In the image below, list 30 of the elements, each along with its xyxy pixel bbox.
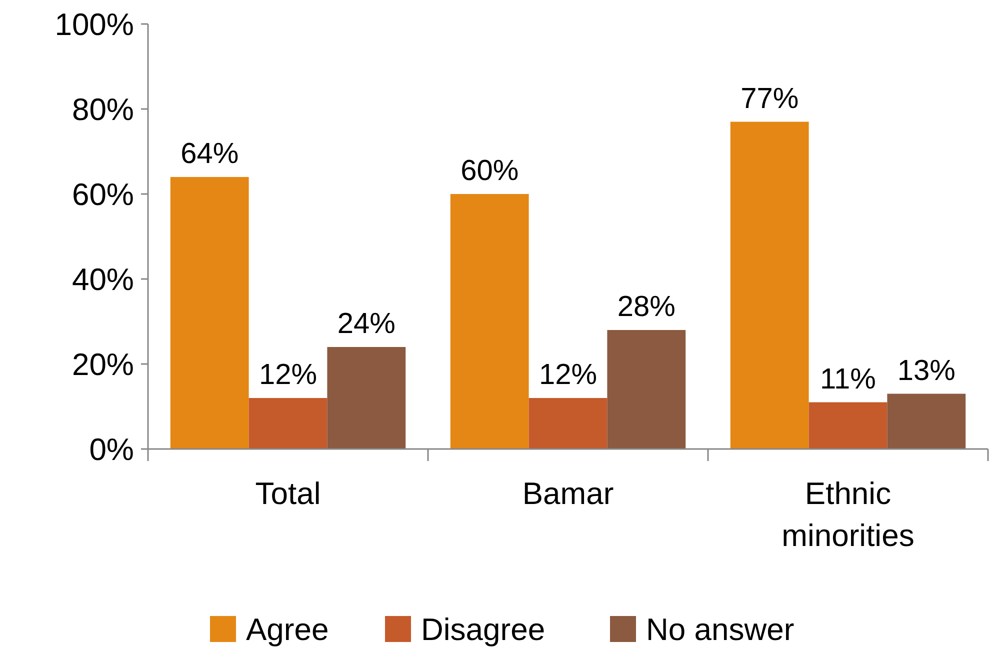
- bar: [887, 394, 966, 449]
- y-tick-label: 60%: [72, 176, 134, 212]
- y-tick-label: 80%: [72, 92, 134, 127]
- bar: [808, 402, 888, 449]
- text: 28%: [617, 291, 676, 323]
- legend-label: No answer: [646, 612, 794, 647]
- legend-label: Disagree: [421, 612, 546, 647]
- y-tick-label: 100%: [54, 6, 134, 42]
- text: 11%: [820, 363, 876, 396]
- bar: [170, 177, 249, 449]
- bar: [450, 194, 529, 449]
- text: 64%: [180, 138, 239, 170]
- text: 12%: [538, 359, 598, 391]
- x-tick-label: Ethnic minorities: [782, 476, 914, 553]
- x-tick-label: Total: [255, 476, 321, 511]
- y-tick-label: 20%: [72, 346, 134, 382]
- bar: [528, 398, 608, 449]
- text: 24%: [337, 308, 396, 340]
- text: 77%: [740, 82, 799, 115]
- text: 13%: [897, 354, 956, 387]
- y-tick-label: 0%: [89, 432, 134, 467]
- text: 12%: [258, 359, 318, 391]
- x-tick-label: Bamar: [522, 476, 614, 511]
- bar: [730, 122, 809, 449]
- bar: [607, 330, 686, 449]
- y-tick-label: 40%: [72, 262, 134, 297]
- bar: [248, 398, 328, 449]
- bar: [327, 347, 406, 449]
- text: 60%: [460, 155, 519, 187]
- legend-label: Agree: [246, 612, 329, 647]
